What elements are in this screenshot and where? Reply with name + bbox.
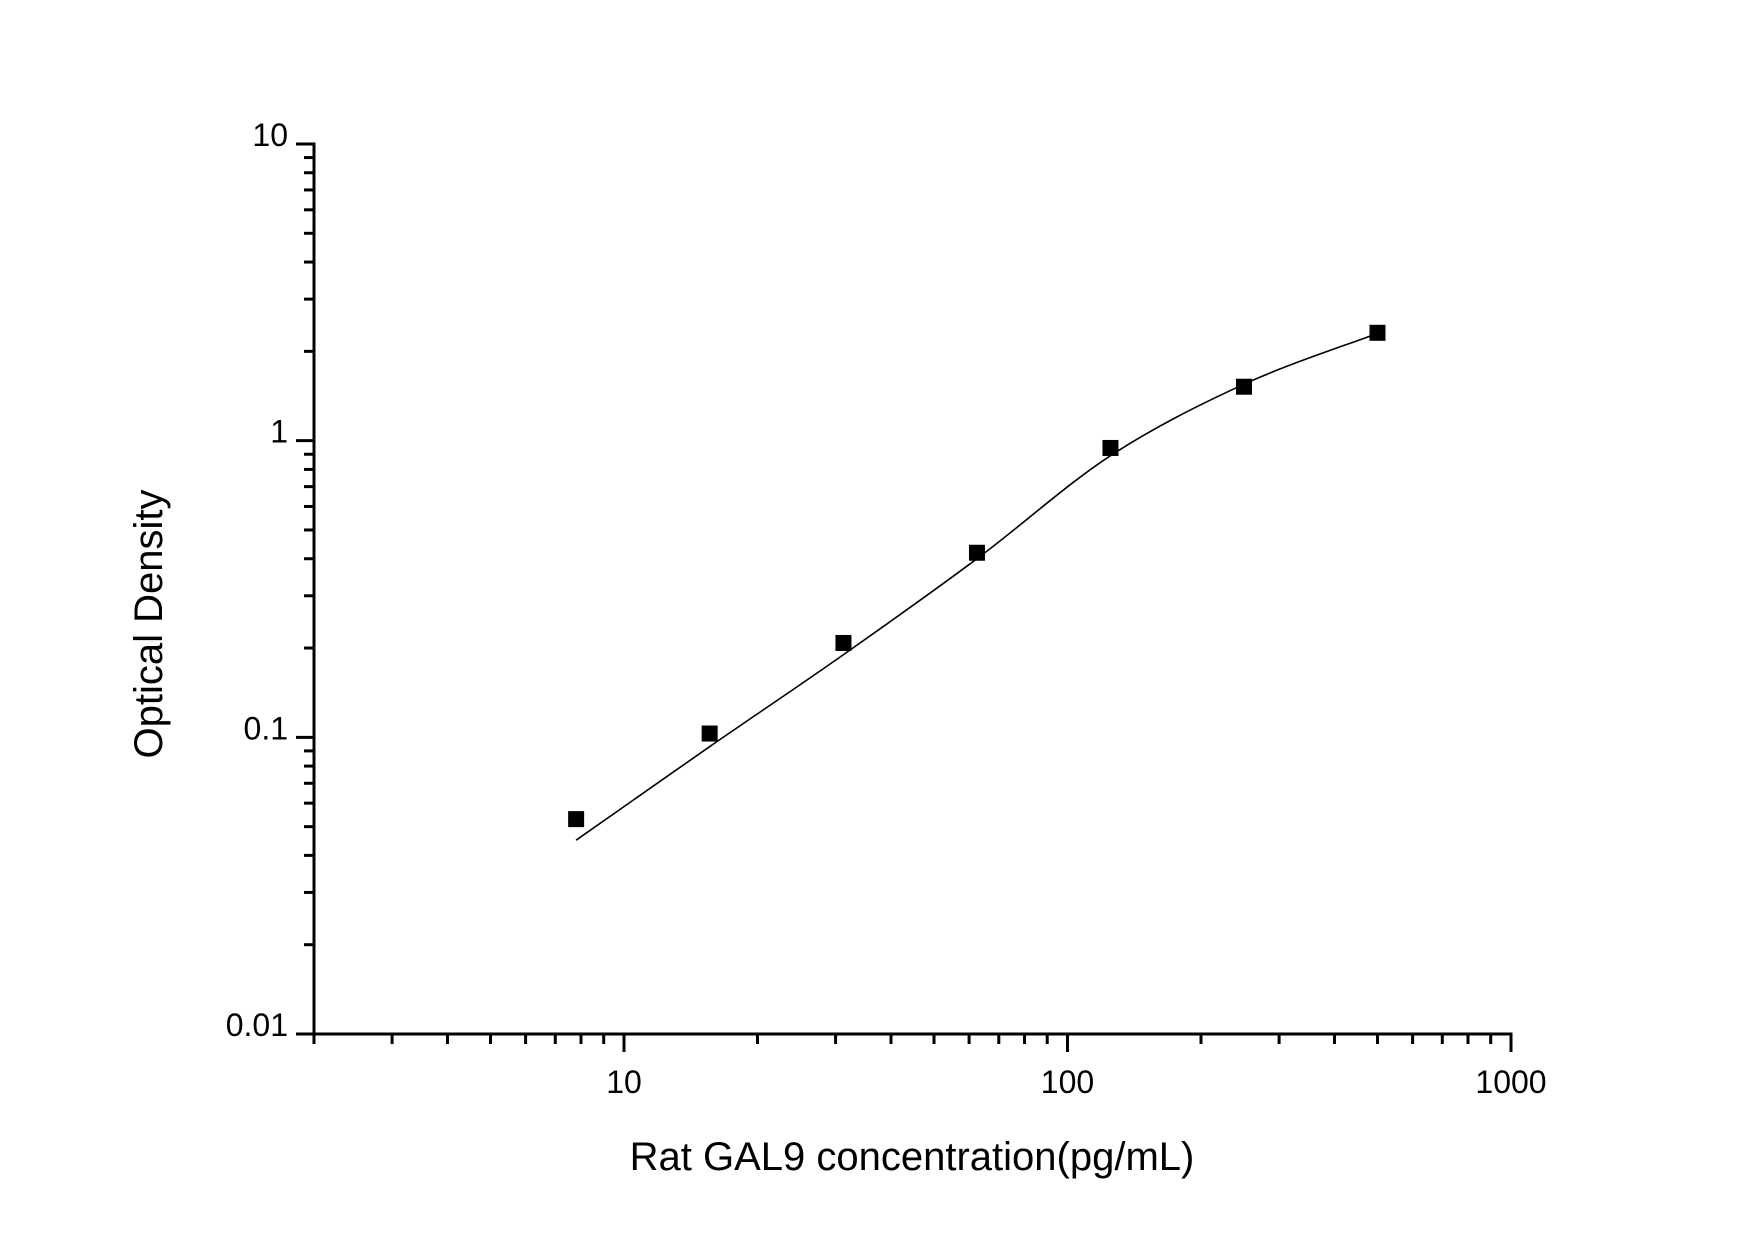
y-tick-label: 10	[252, 117, 288, 153]
x-tick-label: 1000	[1475, 1064, 1546, 1100]
y-axis-title: Optical Density	[127, 490, 171, 759]
data-point-square	[701, 725, 718, 742]
axes	[296, 142, 1513, 1052]
y-tick-label: 0.01	[226, 1007, 288, 1043]
data-points	[568, 324, 1386, 828]
tick-labels: 10 100 1000 0.01 0.1 1 10	[226, 117, 1547, 1100]
x-axis-title: Rat GAL9 concentration(pg/mL)	[630, 1135, 1195, 1179]
fitted-curve-line	[575, 335, 1370, 841]
data-point-square	[1235, 378, 1252, 395]
data-point-square	[835, 634, 852, 651]
y-tick-label: 1	[270, 414, 288, 450]
x-tick-label: 100	[1041, 1064, 1094, 1100]
y-tick-label: 0.1	[244, 710, 288, 746]
data-point-square	[1369, 324, 1386, 341]
data-point-square	[568, 811, 585, 828]
data-point-square	[1102, 439, 1119, 456]
x-tick-label: 10	[606, 1064, 642, 1100]
fitted-curve	[575, 335, 1370, 841]
data-point-square	[968, 544, 985, 561]
